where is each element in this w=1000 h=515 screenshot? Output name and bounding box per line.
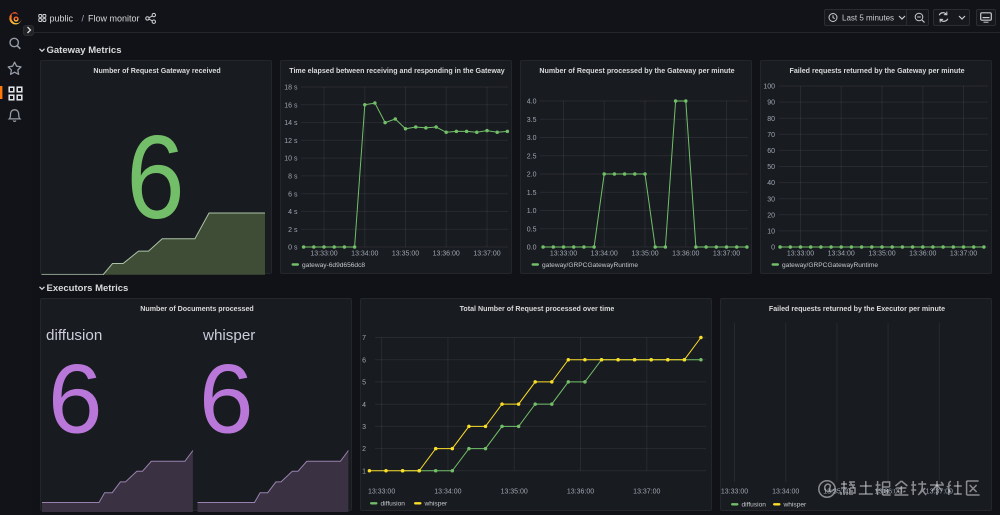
svg-text:1.5: 1.5 (527, 190, 537, 197)
svg-text:13:36:00: 13:36:00 (672, 251, 699, 258)
svg-text:13:33:00: 13:33:00 (368, 488, 395, 495)
svg-text:20: 20 (767, 212, 775, 219)
svg-text:Total Number of Request proces: Total Number of Request processed over t… (460, 305, 615, 313)
svg-text:13:35:00: 13:35:00 (501, 488, 528, 495)
svg-text:13:37:00: 13:37:00 (473, 251, 500, 258)
svg-text:13:33:00: 13:33:00 (550, 251, 577, 258)
svg-text:whisper: whisper (202, 327, 255, 344)
svg-text:16 s: 16 s (284, 102, 298, 109)
svg-text:8 s: 8 s (288, 174, 298, 181)
svg-text:13:35:00: 13:35:00 (631, 251, 658, 258)
svg-text:50: 50 (767, 164, 775, 171)
svg-text:2.5: 2.5 (527, 153, 537, 160)
svg-text:Number of Request Gateway rece: Number of Request Gateway received (93, 67, 220, 75)
svg-text:4.0: 4.0 (527, 99, 537, 106)
svg-text:90: 90 (767, 100, 775, 107)
svg-text:13:33:00: 13:33:00 (310, 251, 337, 258)
svg-text:13:35:00: 13:35:00 (823, 488, 850, 495)
svg-text:Flow monitor: Flow monitor (88, 13, 140, 23)
svg-text:0: 0 (771, 245, 775, 252)
svg-text:diffusion: diffusion (381, 501, 406, 508)
svg-text:70: 70 (767, 132, 775, 139)
svg-text:6 s: 6 s (288, 191, 298, 198)
svg-text:13:34:00: 13:34:00 (591, 251, 618, 258)
svg-text:Last 5 minutes: Last 5 minutes (842, 13, 894, 22)
svg-text:0.0: 0.0 (527, 245, 537, 252)
svg-text:gateway-6d9d656dc8: gateway-6d9d656dc8 (302, 262, 365, 269)
svg-text:0 s: 0 s (288, 245, 298, 252)
svg-text:13:33:00: 13:33:00 (721, 488, 748, 495)
svg-text:6: 6 (126, 111, 184, 244)
svg-text:4 s: 4 s (288, 209, 298, 216)
svg-text:whisper: whisper (783, 502, 808, 509)
svg-text:13:34:00: 13:34:00 (772, 488, 799, 495)
svg-text:6: 6 (199, 344, 254, 454)
svg-text:whisper: whisper (424, 501, 449, 508)
svg-text:Failed requests returned by th: Failed requests returned by the Executor… (769, 305, 945, 313)
svg-text:3.5: 3.5 (527, 117, 537, 124)
svg-text:gateway/GRPCGatewayRuntime: gateway/GRPCGatewayRuntime (782, 262, 878, 269)
svg-text:6: 6 (362, 357, 366, 364)
svg-text:13:36:00: 13:36:00 (909, 251, 936, 258)
svg-text:2: 2 (362, 446, 366, 453)
svg-text:13:37:00: 13:37:00 (713, 251, 740, 258)
svg-text:Time elapsed between receiving: Time elapsed between receiving and respo… (289, 67, 505, 75)
svg-text:13:37:00: 13:37:00 (633, 488, 660, 495)
svg-text:7: 7 (362, 335, 366, 342)
svg-text:13:35:00: 13:35:00 (392, 251, 419, 258)
svg-text:30: 30 (767, 196, 775, 203)
svg-text:3.0: 3.0 (527, 135, 537, 142)
svg-text:13:37:00: 13:37:00 (950, 251, 977, 258)
svg-text:13:36:00: 13:36:00 (567, 488, 594, 495)
svg-text:18 s: 18 s (284, 85, 298, 92)
svg-text:diffusion: diffusion (46, 327, 102, 344)
svg-text:80: 80 (767, 116, 775, 123)
svg-text:/: / (82, 13, 85, 23)
svg-text:2 s: 2 s (288, 227, 298, 234)
svg-text:10: 10 (767, 229, 775, 236)
svg-text:10 s: 10 s (284, 156, 298, 163)
svg-text:1.0: 1.0 (527, 208, 537, 215)
svg-text:4: 4 (362, 402, 366, 409)
svg-text:Failed requests returned by th: Failed requests returned by the Gateway … (789, 67, 964, 75)
svg-text:60: 60 (767, 148, 775, 155)
svg-text:5: 5 (362, 380, 366, 387)
svg-text:3: 3 (362, 424, 366, 431)
svg-text:12 s: 12 s (284, 138, 298, 145)
svg-text:gateway/GRPCGatewayRuntime: gateway/GRPCGatewayRuntime (542, 262, 638, 269)
svg-text:6: 6 (48, 344, 103, 454)
svg-text:13:34:00: 13:34:00 (828, 251, 855, 258)
svg-text:Number of Request processed by: Number of Request processed by the Gatew… (539, 67, 734, 75)
svg-text:Number of Documents processed: Number of Documents processed (140, 305, 254, 313)
svg-text:13:36:00: 13:36:00 (433, 251, 460, 258)
svg-text:13:34:00: 13:34:00 (351, 251, 378, 258)
svg-text:1: 1 (362, 468, 366, 475)
svg-text:40: 40 (767, 180, 775, 187)
svg-text:13:35:00: 13:35:00 (868, 251, 895, 258)
svg-text:public: public (50, 13, 74, 23)
svg-text:13:33:00: 13:33:00 (787, 251, 814, 258)
svg-text:14 s: 14 s (284, 120, 298, 127)
svg-text:0.5: 0.5 (527, 226, 537, 233)
svg-text:100: 100 (763, 84, 775, 91)
svg-text:13:37:00: 13:37:00 (926, 488, 953, 495)
svg-text:diffusion: diffusion (742, 502, 767, 509)
svg-text:2.0: 2.0 (527, 172, 537, 179)
svg-text:13:34:00: 13:34:00 (434, 488, 461, 495)
